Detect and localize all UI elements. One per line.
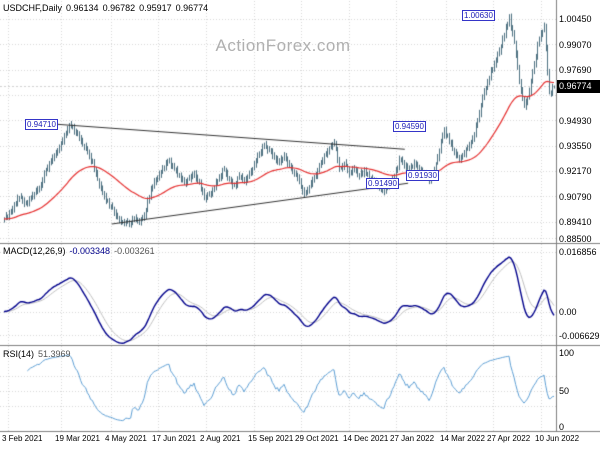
date-axis-label: 15 Sep 2021	[248, 434, 294, 443]
macd-name: MACD(12,26,9)	[3, 246, 66, 256]
price-level-label[interactable]: 0.91490	[366, 178, 399, 189]
date-axis-label: 29 Oct 2021	[295, 434, 339, 443]
price-level-label[interactable]: 0.94590	[393, 121, 426, 132]
price-axis-label: 0.90790	[559, 192, 592, 202]
date-axis-label: 19 Mar 2021	[55, 434, 100, 443]
chart-title: USDCHF,Daily 0.96134 0.96782 0.95917 0.96774	[3, 3, 212, 13]
date-axis-label: 17 Jun 2021	[152, 434, 197, 443]
date-axis-label: 27 Apr 2022	[487, 434, 531, 443]
rsi-axis-label: 100	[559, 348, 575, 358]
rsi-axis-label: 0	[559, 422, 565, 432]
date-axis-label: 27 Jan 2022	[390, 434, 435, 443]
macd-signal-value: -0.003261	[114, 246, 155, 256]
price-axis-label: 0.92170	[559, 166, 592, 176]
rsi-value: 51.3969	[38, 349, 71, 359]
price-axis-label: 0.88500	[559, 234, 592, 244]
macd-axis-label: -0.006629	[559, 331, 600, 341]
macd-main-value: -0.003348	[69, 246, 111, 256]
ohlc-open: 0.96134	[66, 3, 99, 13]
ohlc-high: 0.96782	[102, 3, 136, 13]
macd-axis-label: 0.016856	[559, 247, 597, 257]
macd-indicator-label: MACD(12,26,9) -0.003348 -0.003261	[3, 246, 155, 256]
date-axis-label: 3 Feb 2021	[2, 434, 43, 443]
price-axis-label: 0.99070	[559, 40, 592, 50]
price-level-label[interactable]: 0.91930	[406, 170, 439, 181]
date-axis-label: 14 Dec 2021	[343, 434, 389, 443]
macd-axis-label: 0.00	[559, 307, 577, 317]
price-axis-label: 0.94930	[559, 116, 592, 126]
price-level-label[interactable]: 0.94710	[25, 119, 58, 130]
price-axis-label: 0.97690	[559, 65, 592, 75]
date-axis-label: 14 Mar 2022	[440, 434, 485, 443]
date-axis-label: 10 Jun 2022	[535, 434, 580, 443]
rsi-indicator-label: RSI(14) 51.3969	[3, 349, 71, 359]
price-level-label[interactable]: 1.00630	[462, 10, 495, 21]
rsi-axis-label: 50	[559, 386, 570, 396]
price-axis-label: 1.00450	[559, 14, 592, 24]
ohlc-low: 0.95917	[139, 3, 172, 13]
date-axis-label: 4 May 2021	[105, 434, 147, 443]
price-axis-label: 0.93550	[559, 141, 592, 151]
date-axis-label: 2 Aug 2021	[200, 434, 241, 443]
watermark: ActionForex.com	[215, 36, 351, 55]
symbol-timeframe-label: USDCHF,Daily	[3, 3, 63, 13]
price-axis-label: 0.89410	[559, 217, 592, 227]
ohlc-close: 0.96774	[175, 3, 209, 13]
current-price-marker: 0.96774	[557, 80, 600, 93]
rsi-name: RSI(14)	[3, 349, 35, 359]
